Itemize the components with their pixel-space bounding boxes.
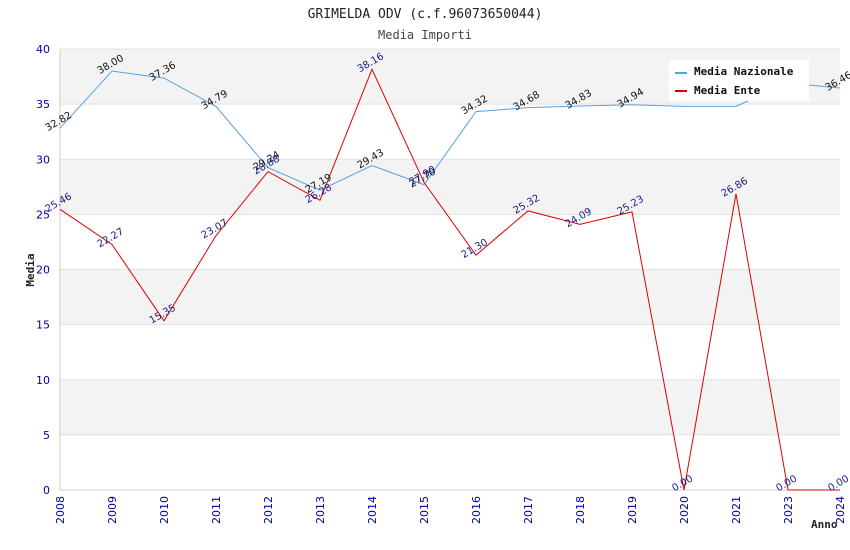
x-tick-label: 2024	[834, 496, 847, 524]
y-tick-label: 25	[36, 208, 50, 221]
grid-band	[60, 379, 840, 435]
series-lines	[59, 68, 841, 491]
legend-box	[669, 60, 809, 101]
x-tick-label: 2013	[314, 496, 327, 524]
x-tick-label: 2017	[522, 496, 535, 524]
y-tick-label: 30	[36, 153, 50, 166]
data-label: 22.27	[96, 226, 126, 250]
data-label: 32.82	[44, 110, 74, 134]
y-tick-label: 15	[36, 319, 50, 332]
data-label: 0.00	[774, 474, 799, 495]
data-label: 0.00	[670, 474, 695, 495]
x-tick-label: 2014	[366, 496, 379, 524]
y-tick-label: 10	[36, 374, 50, 387]
y-tick-label: 0	[43, 484, 50, 497]
y-tick-label: 20	[36, 264, 50, 277]
grid-band	[60, 269, 840, 325]
x-tick-labels: 2008 2009 2010 2011 2012 2013 2014 2015 2016 2017…	[54, 496, 847, 524]
y-axis-label: Media	[24, 253, 37, 286]
x-tick-label: 2008	[54, 496, 67, 524]
legend-label-media-nazionale: Media Nazionale	[694, 65, 794, 78]
x-tick-label: 2016	[470, 496, 483, 524]
x-tick-label: 2011	[210, 496, 223, 524]
axes	[59, 49, 840, 491]
y-tick-label: 40	[36, 43, 50, 56]
data-label: 0.00	[826, 474, 850, 495]
x-tick-label: 2020	[678, 496, 691, 524]
x-tick-label: 2015	[418, 496, 431, 524]
legend: Media Nazionale Media Ente	[669, 60, 809, 101]
y-tick-label: 5	[43, 429, 50, 442]
series-line-media-ente	[59, 68, 840, 491]
x-tick-label: 2021	[730, 496, 743, 524]
x-tick-label: 2010	[158, 496, 171, 524]
series-line-media-nazionale	[59, 70, 841, 191]
grid-bands	[60, 49, 840, 435]
chart-subtitle: Media Importi	[378, 28, 472, 42]
x-tick-label: 2012	[262, 496, 275, 524]
x-tick-label: 2009	[106, 496, 119, 524]
x-tick-label: 2023	[782, 496, 795, 524]
x-axis-label: Anno	[811, 518, 838, 531]
y-tick-labels: 0 5 10 15 20 25 30 35 40	[36, 43, 50, 497]
chart-title: GRIMELDA ODV (c.f.96073650044)	[308, 7, 543, 22]
y-tick-label: 35	[36, 98, 50, 111]
data-label: 21.30	[460, 237, 490, 261]
x-tick-label: 2018	[574, 496, 587, 524]
grid-band	[60, 159, 840, 215]
x-tick-label: 2019	[626, 496, 639, 524]
legend-label-media-ente: Media Ente	[694, 84, 761, 97]
